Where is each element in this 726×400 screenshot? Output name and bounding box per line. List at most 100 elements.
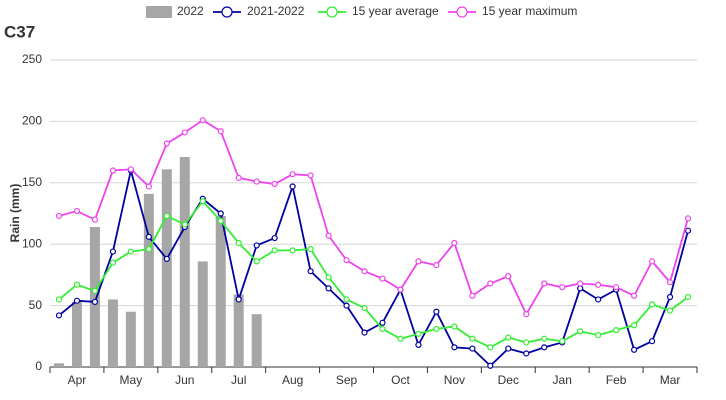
bar <box>143 193 154 367</box>
chart-title: C37 <box>4 22 35 41</box>
x-tick-label: Apr <box>68 373 87 387</box>
point <box>541 344 548 351</box>
point <box>595 296 602 303</box>
y-tick-label: 200 <box>22 114 42 128</box>
x-tick-label: Mar <box>660 373 681 387</box>
x-tick-label: Sep <box>336 373 358 387</box>
legend-label: 2021-2022 <box>247 4 305 18</box>
point <box>684 215 692 222</box>
point <box>235 239 242 247</box>
point <box>361 329 368 336</box>
point <box>505 273 512 280</box>
point <box>666 307 674 314</box>
point <box>163 255 170 263</box>
point <box>109 248 117 255</box>
point <box>541 335 548 342</box>
point <box>577 280 584 287</box>
point <box>595 331 602 339</box>
point <box>361 268 368 275</box>
point <box>630 292 638 299</box>
point <box>433 261 440 269</box>
point <box>433 308 440 315</box>
point <box>613 284 620 291</box>
bar <box>233 294 244 367</box>
point <box>91 298 99 306</box>
point <box>271 180 278 188</box>
bar <box>215 215 226 367</box>
point <box>343 257 350 264</box>
legend-label: 15 year average <box>352 4 439 18</box>
legend-swatch <box>146 6 172 18</box>
point <box>487 344 494 351</box>
point <box>271 247 278 254</box>
y-tick-label: 50 <box>29 298 43 312</box>
legend-swatch <box>326 6 338 18</box>
point <box>91 287 99 294</box>
point <box>684 227 692 234</box>
bar <box>179 157 190 367</box>
point <box>307 172 314 179</box>
bar <box>197 261 208 367</box>
bar <box>53 363 64 367</box>
point <box>577 285 584 292</box>
point <box>55 212 63 220</box>
point <box>253 242 260 249</box>
point <box>361 304 368 312</box>
point <box>73 281 81 288</box>
legend-swatch <box>456 6 468 18</box>
point <box>127 248 134 255</box>
point <box>469 345 476 352</box>
point <box>379 325 386 333</box>
point <box>289 183 296 190</box>
x-tick-label: Aug <box>282 373 303 387</box>
point <box>163 140 170 147</box>
point <box>487 280 494 287</box>
point <box>145 183 152 190</box>
point <box>487 362 494 369</box>
bar <box>89 227 100 367</box>
legend-label: 2022 <box>177 4 204 18</box>
point <box>127 166 134 173</box>
point <box>289 247 296 254</box>
point <box>217 128 224 135</box>
point <box>433 325 440 333</box>
point <box>163 212 170 220</box>
point <box>325 274 332 281</box>
line <box>58 170 689 368</box>
bar <box>71 301 82 367</box>
point <box>199 198 206 205</box>
x-tick-label: Jan <box>553 373 572 387</box>
point <box>73 297 81 304</box>
point <box>630 322 638 329</box>
point <box>325 232 332 239</box>
y-tick-label: 100 <box>22 236 42 250</box>
x-tick-label: Jun <box>175 373 194 387</box>
point <box>181 221 188 228</box>
bar <box>125 311 136 367</box>
point <box>505 334 512 341</box>
point <box>199 117 206 124</box>
point <box>217 210 224 217</box>
point <box>271 234 278 242</box>
point <box>559 338 566 345</box>
point <box>109 167 117 174</box>
y-tick-label: 0 <box>35 359 42 373</box>
point <box>505 345 512 352</box>
x-tick-label: Jul <box>231 373 246 387</box>
y-axis-label: Rain (mm) <box>8 184 22 243</box>
point <box>379 319 386 326</box>
point <box>91 216 99 223</box>
point <box>415 341 422 348</box>
point <box>289 171 296 178</box>
point <box>55 312 63 319</box>
point <box>523 350 530 357</box>
x-tick-label: Nov <box>444 373 465 387</box>
point <box>666 279 674 286</box>
x-tick-label: Feb <box>606 373 627 387</box>
point <box>595 281 602 288</box>
bar <box>251 314 262 367</box>
point <box>343 296 350 303</box>
point <box>684 293 692 301</box>
legend-label: 15 year maximum <box>482 4 577 18</box>
